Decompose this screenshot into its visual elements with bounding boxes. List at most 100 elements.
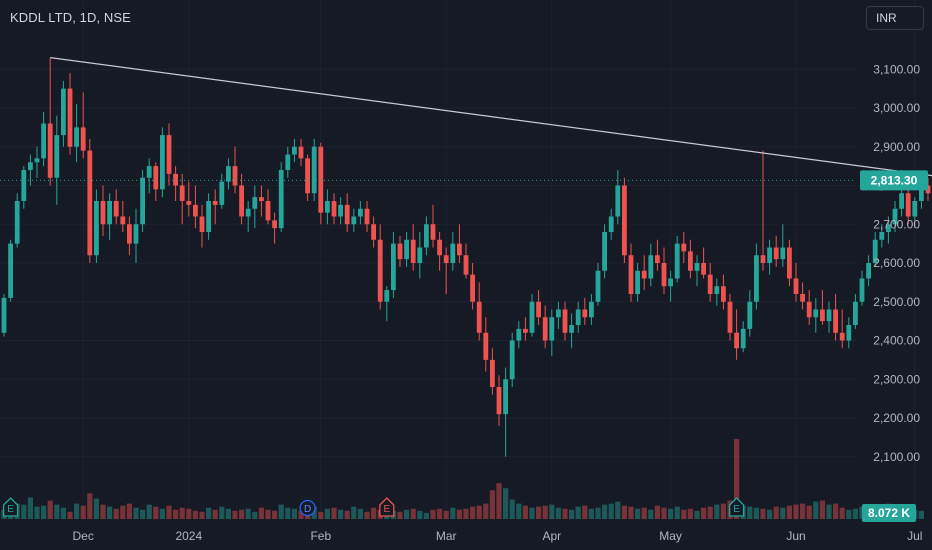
volume-bar bbox=[489, 490, 495, 519]
candle-body bbox=[146, 166, 152, 178]
candle-body bbox=[734, 332, 739, 349]
volume-bar bbox=[192, 510, 198, 519]
volume-bar bbox=[826, 504, 832, 519]
candle-body bbox=[358, 208, 363, 217]
candle-body bbox=[707, 274, 713, 294]
volume-bar bbox=[628, 506, 634, 519]
candle-body bbox=[424, 224, 429, 248]
price-tick-label: 2,900.00 bbox=[873, 140, 920, 154]
volume-bar bbox=[146, 504, 152, 519]
volume-bar bbox=[371, 507, 377, 519]
earnings-marker[interactable]: E bbox=[2, 497, 19, 517]
candle-body bbox=[806, 301, 812, 318]
earnings-marker[interactable]: E bbox=[379, 497, 395, 517]
volume-bar bbox=[133, 507, 139, 519]
candle-body bbox=[28, 162, 33, 170]
candle-body bbox=[47, 123, 53, 178]
candle-body bbox=[826, 309, 832, 322]
volume-bar bbox=[582, 505, 588, 519]
volume-bar bbox=[437, 508, 443, 519]
price-tick-label: 2,500.00 bbox=[873, 295, 920, 309]
candle-body bbox=[80, 127, 86, 151]
volume-bar bbox=[67, 511, 73, 519]
candle-body bbox=[668, 278, 673, 287]
volume-bar bbox=[331, 507, 337, 519]
volume-bar bbox=[423, 512, 429, 519]
volume-bar bbox=[522, 505, 528, 519]
volume-bar bbox=[100, 504, 106, 519]
candle-body bbox=[100, 201, 106, 225]
grid-lines bbox=[0, 0, 916, 522]
candle-body bbox=[476, 301, 482, 333]
volume-bar bbox=[668, 508, 674, 519]
candle-body bbox=[404, 239, 409, 260]
candle-body bbox=[371, 224, 376, 240]
candle-body bbox=[892, 208, 898, 225]
candle-body bbox=[259, 197, 264, 201]
time-tick-label: Jun bbox=[786, 529, 805, 543]
candle-body bbox=[523, 328, 528, 333]
candle-body bbox=[8, 243, 13, 298]
volume-bar bbox=[753, 507, 759, 519]
volume-bar bbox=[720, 503, 726, 519]
volume-bar bbox=[21, 504, 27, 519]
candle-body bbox=[443, 255, 449, 263]
price-axis[interactable]: 2,100.00 2,200.00 2,300.00 2,400.00 2,500.00… bbox=[873, 62, 920, 464]
candle-body bbox=[516, 328, 522, 341]
volume-bar bbox=[707, 506, 713, 519]
earnings-icon bbox=[2, 497, 19, 517]
candle-body bbox=[325, 201, 330, 213]
volume-bar bbox=[555, 507, 561, 519]
volume-bar bbox=[701, 507, 707, 519]
currency-button[interactable]: INR bbox=[866, 6, 924, 30]
candle-body bbox=[727, 301, 733, 333]
volume-bar bbox=[410, 508, 416, 519]
candle-body bbox=[833, 309, 838, 333]
time-axis[interactable]: Dec 2024 Feb Mar Apr May Jun Jul bbox=[73, 529, 923, 543]
candle-body bbox=[120, 216, 126, 225]
candle-body bbox=[338, 204, 343, 217]
time-tick-label: May bbox=[659, 529, 682, 543]
candle-body bbox=[450, 243, 456, 263]
candle-body bbox=[674, 243, 680, 279]
candle-body bbox=[311, 146, 317, 194]
earnings-marker[interactable]: E bbox=[728, 497, 745, 517]
volume-bar bbox=[443, 510, 449, 519]
time-tick-label: Dec bbox=[73, 529, 94, 543]
volume-bar bbox=[417, 510, 423, 519]
volume-bar bbox=[786, 505, 792, 519]
candle-body bbox=[714, 286, 720, 294]
candle-body bbox=[397, 243, 403, 260]
candle-body bbox=[694, 263, 700, 271]
volume-bar bbox=[496, 483, 502, 519]
volume-bar bbox=[621, 505, 627, 519]
candle-body bbox=[14, 201, 20, 244]
price-tick-label: 3,000.00 bbox=[873, 101, 920, 115]
volume-bar bbox=[311, 506, 317, 519]
volume-bar bbox=[687, 508, 693, 519]
earnings-icon bbox=[379, 497, 395, 517]
trendline[interactable] bbox=[50, 57, 932, 181]
volume-bar bbox=[206, 507, 212, 519]
volume-bar bbox=[430, 509, 436, 519]
candle-body bbox=[292, 146, 297, 155]
candle-body bbox=[21, 170, 27, 201]
candle-body bbox=[879, 232, 885, 240]
candle-body bbox=[127, 224, 132, 244]
candle-body bbox=[793, 278, 799, 294]
candle-body bbox=[41, 123, 46, 159]
candle-body bbox=[133, 224, 139, 244]
candle-body bbox=[509, 340, 515, 380]
candle-body bbox=[437, 239, 442, 256]
candle-body bbox=[846, 325, 852, 341]
volume-label: 8.072 K bbox=[868, 506, 910, 520]
candle-body bbox=[67, 88, 73, 147]
dividend-marker[interactable]: D bbox=[299, 499, 316, 517]
volume-bar bbox=[852, 508, 858, 519]
volume-bar bbox=[54, 504, 60, 519]
volume-bar bbox=[41, 505, 47, 519]
event-label: E bbox=[733, 504, 740, 515]
